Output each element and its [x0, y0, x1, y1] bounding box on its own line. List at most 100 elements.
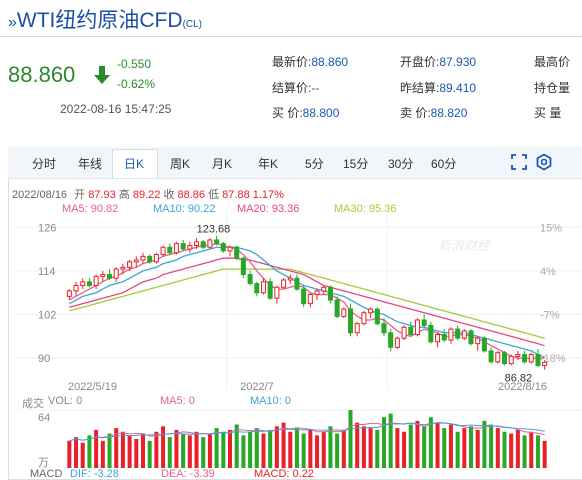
- candle-body: [173, 243, 179, 254]
- volume-bar: [167, 437, 172, 468]
- volume-bar: [348, 410, 353, 468]
- candle-body: [260, 281, 266, 294]
- candle-body: [187, 244, 193, 250]
- tab-0[interactable]: 分时: [32, 157, 57, 171]
- volume-bar: [261, 433, 266, 468]
- active-tab-indicator: [112, 149, 158, 178]
- header-divider: [0, 36, 582, 37]
- ma20-line: [69, 257, 545, 347]
- volume-bar: [161, 426, 166, 468]
- volume-bar: [375, 429, 380, 468]
- page-title: »WTI纽约原油CFD(CL): [8, 4, 202, 34]
- candle-body: [508, 355, 514, 365]
- candle-body: [93, 275, 99, 286]
- volume-bar: [274, 426, 279, 468]
- settings-icon[interactable]: [535, 153, 553, 171]
- volume-legend: VOL: 0: [48, 395, 83, 407]
- quote-open: 开盘价:87.930: [400, 55, 477, 69]
- volume-bar: [294, 428, 299, 468]
- volume-bar: [254, 428, 259, 468]
- candle-body: [240, 257, 246, 276]
- y-tick-pct-label: 15%: [540, 222, 562, 234]
- chevron-right-icon: »: [8, 14, 17, 31]
- candle-body: [488, 350, 494, 363]
- candle-body: [408, 326, 414, 336]
- volume-bar: [502, 431, 507, 468]
- volume-bar: [489, 424, 494, 468]
- quote-settle: 结算价:--: [272, 81, 320, 95]
- candle-body: [267, 281, 273, 299]
- volume-bar: [94, 429, 99, 468]
- tab-3[interactable]: 周K: [170, 157, 191, 171]
- volume-ma10-line: [69, 422, 545, 442]
- quote-latest: 最新价:88.860: [272, 55, 349, 69]
- candle-body: [515, 354, 521, 357]
- candle-body: [153, 254, 159, 263]
- tab-1[interactable]: 年线: [78, 157, 103, 171]
- candle-body: [133, 259, 139, 263]
- volume-bar: [87, 435, 92, 468]
- quote-high-label: 最高价: [534, 55, 571, 69]
- volume-bar: [408, 424, 413, 468]
- volume-bar: [475, 429, 480, 468]
- volume-bar: [328, 426, 333, 468]
- volume-bar: [127, 435, 132, 468]
- volume-bar: [515, 429, 520, 468]
- x-axis-label: 2022/8/16: [498, 381, 547, 393]
- volume-bar: [140, 433, 145, 468]
- volume-bar: [74, 437, 79, 468]
- fullscreen-icon[interactable]: [510, 153, 528, 171]
- tab-4[interactable]: 月K: [212, 157, 233, 171]
- volume-bar: [495, 428, 500, 468]
- quote-prev-settle: 昨结算:89.410: [400, 81, 477, 95]
- x-axis-label: 2022/7: [240, 381, 274, 393]
- candle-body: [107, 274, 113, 279]
- candle-body: [368, 308, 374, 314]
- candle-body: [388, 332, 394, 348]
- candlestick-chart[interactable]: 126 15%114 4%102 -7%90 -18%新浪财经123.6886.8220…: [8, 210, 582, 480]
- tab-8[interactable]: 30分: [388, 157, 414, 171]
- volume-bar: [529, 431, 534, 468]
- candle-body: [495, 352, 501, 363]
- volume-unit-label: 万: [38, 457, 49, 469]
- candle-body: [341, 308, 347, 317]
- volume-bar: [248, 431, 253, 468]
- tab-6[interactable]: 5分: [305, 157, 324, 171]
- candle-body: [468, 330, 474, 345]
- tab-9[interactable]: 60分: [431, 157, 457, 171]
- candle-body: [214, 239, 220, 245]
- candle-body: [321, 286, 327, 292]
- volume-bar: [448, 424, 453, 468]
- candle-body: [361, 312, 367, 325]
- instrument-name: WTI纽约原油CFD: [16, 9, 183, 32]
- candle-body: [167, 246, 173, 254]
- macd-value: MACD: 0.22: [254, 468, 314, 480]
- candle-body: [414, 319, 420, 336]
- volume-bar: [207, 433, 212, 468]
- high-mark-label: 123.68: [197, 224, 231, 236]
- volume-ma5-line: [69, 421, 545, 442]
- candle-body: [301, 288, 307, 305]
- volume-bar: [455, 431, 460, 468]
- x-axis-label: 2022/5/19: [68, 381, 117, 393]
- y-tick-label: 102: [38, 310, 56, 322]
- candle-body: [80, 281, 86, 286]
- candle-body: [160, 246, 166, 256]
- candle-body: [180, 243, 186, 250]
- volume-ma10-legend: MA10: 0: [250, 395, 291, 407]
- y-tick-pct-label: 4%: [540, 266, 556, 278]
- candle-body: [334, 299, 340, 317]
- ma20-legend: MA20: 93.36: [237, 203, 300, 215]
- tab-2[interactable]: 日K: [124, 157, 145, 171]
- volume-bar: [442, 428, 447, 468]
- candle-body: [66, 290, 72, 297]
- tab-7[interactable]: 15分: [343, 157, 369, 171]
- candle-body: [428, 324, 434, 343]
- ohlc-info: 2022/08/16 开 87.93 高 89.22 收 88.86 低 87.…: [12, 189, 284, 201]
- volume-tick-label: 64: [38, 412, 50, 424]
- candle-body: [401, 326, 407, 339]
- volume-bar: [174, 429, 179, 468]
- volume-bar: [522, 435, 527, 468]
- volume-bar: [415, 420, 420, 468]
- tab-5[interactable]: 年K: [258, 157, 279, 171]
